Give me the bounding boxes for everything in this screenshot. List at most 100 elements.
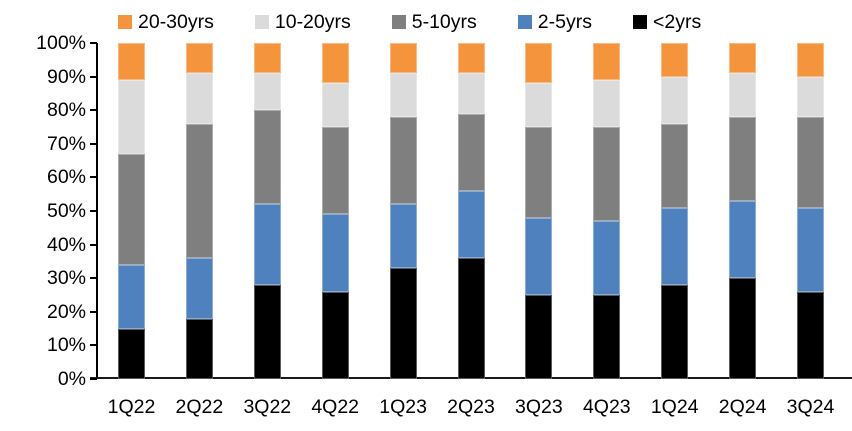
bar-1q24	[661, 43, 689, 379]
segment-2-5yrs	[797, 207, 824, 292]
segment-5-10yrs	[457, 113, 485, 191]
segment-20-30yrs	[593, 43, 621, 80]
segment-10-20yrs	[185, 73, 213, 124]
segment-2-5yrs	[185, 258, 213, 319]
y-tick-mark-70	[90, 142, 97, 145]
segment-5-10yrs	[729, 116, 757, 201]
segment-10-20yrs	[118, 80, 145, 154]
y-tick-label-90: 90%	[46, 65, 86, 88]
bar-4q23	[593, 43, 621, 379]
segment-10-20yrs	[525, 83, 553, 128]
x-tick-label-1q22: 1Q22	[107, 396, 156, 418]
x-tick-label-3q22: 3Q22	[243, 396, 292, 418]
y-tick-label-0: 0%	[57, 368, 86, 390]
y-tick-label-60: 60%	[46, 166, 86, 189]
x-tick-label-3q23: 3Q23	[515, 396, 563, 418]
segment-20-30yrs	[118, 43, 145, 80]
segment-lt-2yrs	[389, 268, 417, 379]
x-tick-label-4q23: 4Q23	[582, 396, 631, 418]
legend-swatch-20-30yrs	[118, 15, 132, 29]
segment-10-20yrs	[389, 73, 417, 117]
y-tick-label-70: 70%	[46, 132, 86, 155]
y-tick-label-100: 100%	[36, 32, 86, 54]
bar-3q24	[797, 43, 824, 379]
segment-20-30yrs	[797, 43, 824, 77]
segment-lt-2yrs	[118, 328, 145, 379]
legend-item-10-20yrs: 10-20yrs	[254, 11, 351, 33]
segment-2-5yrs	[525, 217, 553, 295]
segment-10-20yrs	[593, 79, 621, 128]
segment-lt-2yrs	[321, 291, 349, 379]
x-tick-label-4q22: 4Q22	[311, 396, 360, 418]
segment-20-30yrs	[253, 43, 281, 74]
segment-5-10yrs	[253, 110, 281, 205]
plot-area	[97, 43, 852, 379]
x-tick-label-2q22: 2Q22	[175, 396, 224, 418]
segment-20-30yrs	[729, 43, 757, 74]
y-tick-label-50: 50%	[46, 200, 86, 222]
segment-20-30yrs	[661, 43, 689, 77]
x-tick-label-1q24: 1Q24	[650, 396, 699, 418]
segment-5-10yrs	[797, 116, 824, 208]
segment-2-5yrs	[253, 204, 281, 285]
segment-lt-2yrs	[525, 295, 553, 379]
segment-10-20yrs	[729, 73, 757, 117]
legend-label-20-30yrs: 20-30yrs	[138, 11, 214, 33]
y-tick-mark-80	[90, 109, 97, 112]
x-tick-label-2q24: 2Q24	[718, 396, 767, 418]
segment-2-5yrs	[389, 204, 417, 269]
segment-lt-2yrs	[797, 291, 824, 379]
legend-label-10-20yrs: 10-20yrs	[274, 11, 351, 33]
y-tick-mark-0	[90, 378, 97, 380]
bar-3q22	[253, 43, 281, 379]
bar-2q24	[729, 43, 757, 379]
segment-20-30yrs	[321, 43, 349, 84]
y-tick-mark-90	[90, 75, 97, 78]
x-tick-label-1q23: 1Q23	[379, 396, 427, 418]
y-tick-mark-40	[90, 243, 97, 246]
segment-10-20yrs	[661, 76, 689, 124]
y-tick-mark-60	[90, 176, 97, 179]
legend-label-2-5yrs: 2-5yrs	[537, 11, 592, 33]
y-tick-mark-30	[90, 277, 97, 280]
bar-3q23	[525, 43, 553, 379]
segment-20-30yrs	[389, 43, 417, 74]
legend-swatch-5-10yrs	[391, 15, 406, 29]
segment-5-10yrs	[661, 123, 689, 208]
x-tick-label-3q24: 3Q24	[786, 396, 835, 418]
bar-1q23	[389, 43, 417, 379]
segment-5-10yrs	[321, 127, 349, 215]
segment-lt-2yrs	[593, 295, 621, 379]
y-tick-mark-10	[90, 344, 97, 347]
segment-2-5yrs	[729, 200, 757, 279]
legend-label-lt-2yrs: <2yrs	[652, 11, 702, 33]
y-tick-label-20: 20%	[46, 300, 86, 323]
segment-5-10yrs	[593, 127, 621, 222]
y-tick-label-30: 30%	[46, 267, 86, 290]
y-tick-label-10: 10%	[46, 334, 86, 357]
legend-label-5-10yrs: 5-10yrs	[411, 11, 477, 33]
legend-item-20-30yrs: 20-30yrs	[118, 11, 214, 33]
segment-5-10yrs	[389, 116, 417, 205]
bar-2q23	[457, 43, 485, 379]
x-tick-label-2q23: 2Q23	[447, 396, 495, 418]
segment-20-30yrs	[457, 43, 485, 74]
segment-lt-2yrs	[729, 278, 757, 379]
segment-5-10yrs	[118, 153, 145, 265]
legend-item-5-10yrs: 5-10yrs	[391, 11, 477, 33]
bar-4q22	[321, 43, 349, 379]
segment-10-20yrs	[253, 73, 281, 111]
bar-2q22	[185, 43, 213, 379]
segment-lt-2yrs	[661, 284, 689, 379]
segment-lt-2yrs	[457, 258, 485, 379]
y-tick-mark-50	[90, 210, 97, 212]
legend-swatch-2-5yrs	[517, 15, 532, 29]
segment-10-20yrs	[457, 73, 485, 114]
segment-2-5yrs	[321, 214, 349, 292]
segment-2-5yrs	[457, 190, 485, 259]
chart-legend: 20-30yrs 10-20yrs 5-10yrs 2-5yrs <2yrs	[118, 9, 701, 35]
segment-5-10yrs	[185, 123, 213, 259]
legend-item-lt-2yrs: <2yrs	[632, 11, 702, 33]
segment-10-20yrs	[797, 76, 824, 117]
y-tick-label-80: 80%	[46, 99, 86, 122]
